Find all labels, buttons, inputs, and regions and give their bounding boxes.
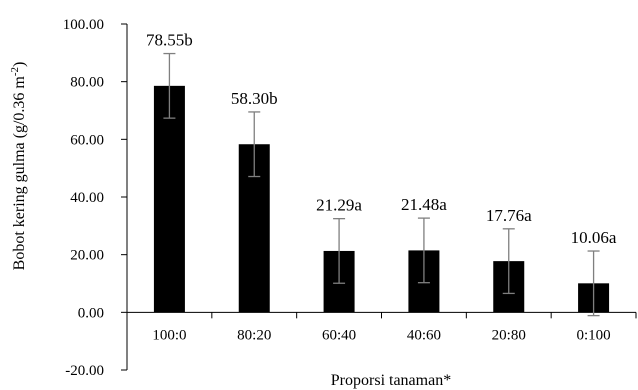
x-axis: 100:0 80:20 60:40 40:60 20:80 0:100 <box>126 311 637 343</box>
x-axis-title: Proporsi tanaman* <box>331 372 451 389</box>
data-label: 21.29a <box>316 196 362 215</box>
x-tick-label: 0:100 <box>576 327 610 343</box>
x-tick-label: 60:40 <box>322 327 356 343</box>
bars <box>153 85 610 313</box>
y-tick-label: -20.00 <box>65 363 104 379</box>
bar <box>153 85 185 313</box>
y-axis-title: Bobot kering gulma (g/0.36 m-2) <box>9 62 28 271</box>
data-label: 17.76a <box>486 206 532 225</box>
y-tick-label: 20.00 <box>70 248 104 264</box>
x-tick-label: 100:0 <box>152 327 186 343</box>
y-tick-label: 100.00 <box>63 17 104 33</box>
data-label: 10.06a <box>571 228 617 247</box>
y-tick-label: 60.00 <box>70 132 104 148</box>
y-tick-label: 0.00 <box>78 305 104 321</box>
data-label: 78.55b <box>146 31 193 50</box>
y-axis: -20.00 0.00 20.00 40.00 60.00 80.00 100.00 <box>63 17 128 379</box>
x-tick-label: 80:20 <box>237 327 271 343</box>
data-label: 58.30b <box>231 89 278 108</box>
x-tick-label: 40:60 <box>407 327 441 343</box>
y-tick-label: 40.00 <box>70 190 104 206</box>
y-tick-label: 80.00 <box>70 75 104 91</box>
x-tick-label: 20:80 <box>492 327 526 343</box>
data-label: 21.48a <box>401 195 447 214</box>
data-labels: 78.55b 58.30b 21.29a 21.48a 17.76a 10.06a <box>146 31 617 247</box>
error-bars <box>163 52 600 317</box>
